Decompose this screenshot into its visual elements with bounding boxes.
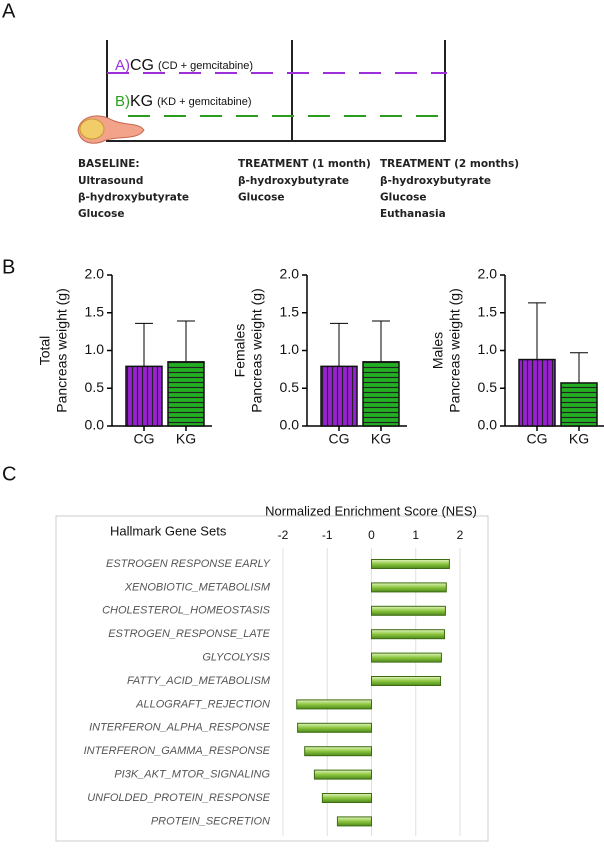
bar-hatch xyxy=(518,358,556,427)
timepoint-item: Glucose xyxy=(78,208,125,220)
timepoint-item: Ultrasound xyxy=(78,175,143,187)
timepoint-item: Euthanasia xyxy=(380,208,446,220)
arm-letter: A) xyxy=(115,57,130,74)
y-tick-label: 1.5 xyxy=(478,303,498,319)
category-label: INTERFERON_ALPHA_RESPONSE xyxy=(89,722,271,734)
x-tick-label: -2 xyxy=(278,528,289,542)
y-tick-label: 0.5 xyxy=(478,379,498,395)
arm-code: CG xyxy=(130,57,154,74)
y-tick-label: 0.5 xyxy=(85,379,105,395)
y-axis-label: Total xyxy=(37,336,53,366)
arm-label: A)CG (CD + gemcitabine) xyxy=(115,57,253,74)
y-tick-label: 0.0 xyxy=(280,417,300,433)
category-label: ALLOGRAFT_REJECTION xyxy=(135,698,270,710)
y-tick-label: 2.0 xyxy=(85,266,105,282)
pancreas-icon xyxy=(77,115,145,144)
x-tick-label: 2 xyxy=(457,528,464,542)
x-tick-label: KG xyxy=(569,431,589,447)
panel-label: C xyxy=(2,463,16,485)
y-axis-label: Pancreas weight (g) xyxy=(249,288,265,413)
timepoint-item: β-hydroxybutyrate xyxy=(380,175,491,187)
y-axis-label: Hallmark Gene Sets xyxy=(110,523,227,538)
timepoint-item: Glucose xyxy=(238,192,285,204)
y-axis-label: Females xyxy=(232,324,248,378)
category-label: UNFOLDED_PROTEIN_RESPONSE xyxy=(87,792,270,804)
y-tick-label: 1.0 xyxy=(280,341,300,357)
arm-letter: B) xyxy=(115,93,130,110)
y-tick-label: 1.0 xyxy=(85,341,105,357)
bar-shade xyxy=(371,676,442,686)
timeline-frame xyxy=(106,40,446,142)
bar-hatch xyxy=(362,361,400,427)
bar-shade xyxy=(297,722,373,733)
category-label: GLYCOLYSIS xyxy=(202,652,270,664)
bar-shade xyxy=(304,746,372,757)
arm-detail: (CD + gemcitabine) xyxy=(158,60,253,72)
x-tick-label: -1 xyxy=(322,528,333,542)
bar-shade xyxy=(371,582,447,593)
category-label: CHOLESTEROL_HOMEOSTASIS xyxy=(102,605,271,617)
x-tick-label: KG xyxy=(176,431,196,447)
bar-hatch xyxy=(125,365,163,427)
timepoint-item: β-hydroxybutyrate xyxy=(78,192,189,204)
x-tick-label: 1 xyxy=(412,528,419,542)
y-axis-label: Males xyxy=(430,332,446,369)
arm-detail: (KD + gemcitabine) xyxy=(157,96,251,108)
x-tick-label: CG xyxy=(134,431,155,447)
category-label: PROTEIN_SECRETION xyxy=(151,815,270,827)
y-tick-label: 0.0 xyxy=(85,417,105,433)
bar-shade xyxy=(371,629,446,640)
category-label: INTERFERON_GAMMA_RESPONSE xyxy=(84,745,271,757)
x-tick-label: CG xyxy=(329,431,350,447)
x-tick-label: 0 xyxy=(368,528,375,542)
y-tick-label: 1.5 xyxy=(280,303,300,319)
y-tick-label: 1.5 xyxy=(85,303,105,319)
chart-title: Normalized Enrichment Score (NES) xyxy=(265,503,477,518)
plot-frame xyxy=(55,515,489,842)
timepoint-item: β-hydroxybutyrate xyxy=(238,175,349,187)
bar-shade xyxy=(371,605,446,616)
y-tick-label: 2.0 xyxy=(280,266,300,282)
bar-hatch xyxy=(560,382,598,427)
bar-shade xyxy=(371,652,442,663)
y-axis-label: Pancreas weight (g) xyxy=(447,288,463,413)
bar-shade xyxy=(371,559,450,569)
x-tick-label: CG xyxy=(527,431,548,447)
timepoint-title: TREATMENT (2 months) xyxy=(380,158,519,170)
bar-shade xyxy=(296,699,372,710)
bar-hatch xyxy=(167,361,205,427)
bar-shade xyxy=(336,816,372,827)
arm-code: KG xyxy=(130,93,153,110)
y-axis-label: Pancreas weight (g) xyxy=(54,288,70,413)
timepoint-item: Glucose xyxy=(380,192,427,204)
panel-label: A xyxy=(2,0,16,22)
arm-label: B)KG (KD + gemcitabine) xyxy=(115,93,252,110)
panel-label: B xyxy=(2,256,15,278)
bar-shade xyxy=(321,793,373,803)
bar-shade xyxy=(313,769,373,780)
y-tick-label: 0.0 xyxy=(478,417,498,433)
bar-hatch xyxy=(320,365,358,427)
category-label: ESTROGEN RESPONSE EARLY xyxy=(106,558,271,570)
y-tick-label: 2.0 xyxy=(478,266,498,282)
category-label: PI3K_AKT_MTOR_SIGNALING xyxy=(114,769,270,781)
timepoint-title: TREATMENT (1 month) xyxy=(238,158,371,170)
category-label: ESTROGEN_RESPONSE_LATE xyxy=(108,628,270,640)
y-tick-label: 1.0 xyxy=(478,341,498,357)
timepoint-title: BASELINE: xyxy=(78,158,140,170)
category-label: XENOBIOTIC_METABOLISM xyxy=(124,581,271,593)
x-tick-label: KG xyxy=(371,431,391,447)
category-label: FATTY_ACID_METABOLISM xyxy=(127,675,271,687)
y-tick-label: 0.5 xyxy=(280,379,300,395)
